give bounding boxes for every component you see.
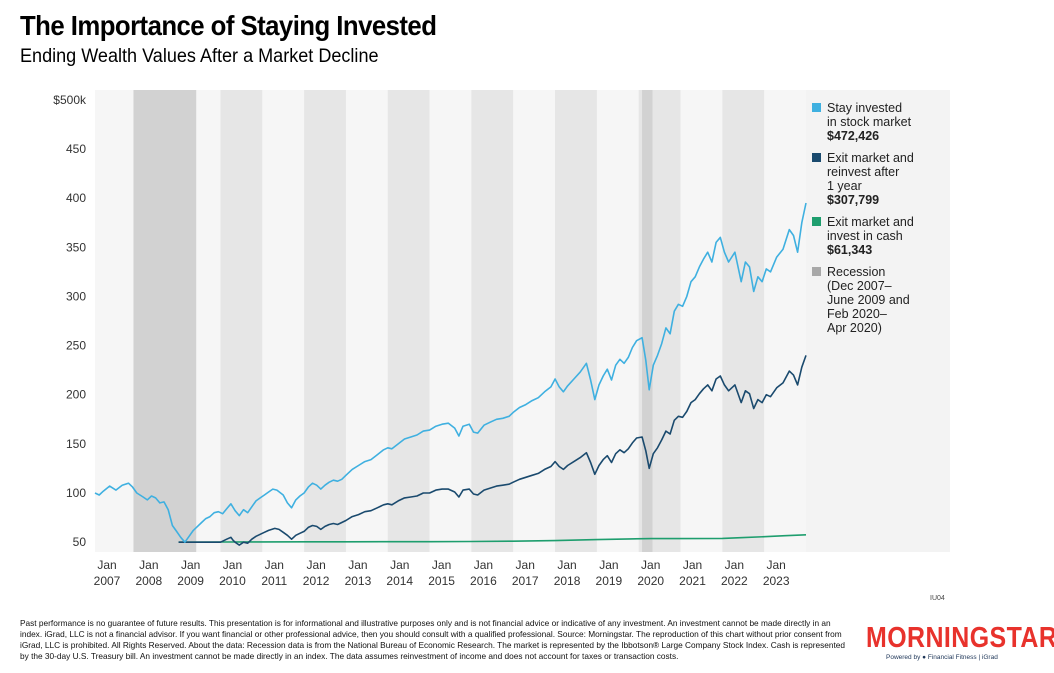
- legend-value: $472,426: [827, 129, 880, 143]
- year-band: [722, 90, 765, 552]
- series-line-exit-market-and-invest-in-cash: [178, 534, 807, 543]
- x-tick-label-year: 2022: [721, 574, 748, 588]
- x-tick-label-year: 2021: [679, 574, 706, 588]
- year-band: [555, 90, 597, 552]
- series-line-stay-invested-in-stock-market: [94, 202, 807, 543]
- x-tick-label-year: 2018: [554, 574, 581, 588]
- x-tick-label-month: Jan: [474, 558, 493, 572]
- y-tick-label: 100: [66, 486, 86, 500]
- y-tick-label: 400: [66, 191, 86, 205]
- x-tick-label-month: Jan: [516, 558, 535, 572]
- y-tick-label: 450: [66, 142, 86, 156]
- x-tick-label-month: Jan: [306, 558, 325, 572]
- x-tick-label-year: 2011: [261, 574, 287, 588]
- legend-swatch: [812, 267, 821, 276]
- legend-label: Recession (Dec 2007– June 2009 and Feb 2…: [827, 265, 910, 335]
- y-tick-label: 300: [66, 289, 86, 303]
- year-band: [429, 90, 472, 552]
- year-band: [471, 90, 514, 552]
- x-tick-label-year: 2013: [345, 574, 372, 588]
- x-tick-label-month: Jan: [139, 558, 158, 572]
- y-tick-label: 150: [66, 437, 86, 451]
- x-tick-label-year: 2020: [637, 574, 664, 588]
- year-band: [345, 90, 388, 552]
- x-axis: Jan 2007 Jan 2008 Jan 2009 Jan 2010 Jan 2011 Jan 20…: [94, 558, 790, 588]
- y-tick-label: 250: [66, 339, 86, 353]
- x-tick-label-year: 2009: [177, 574, 204, 588]
- legend-item: Exit market and invest in cash $61,343: [812, 215, 947, 257]
- legend: Stay invested in stock market $472,426 Exi…: [812, 101, 947, 343]
- legend-swatch: [812, 217, 821, 226]
- x-tick-label-year: 2015: [428, 574, 455, 588]
- disclaimer-text: Past performance is no guarantee of futu…: [20, 618, 846, 661]
- brand-powered-by: Powered by ● Financial Fitness | iGrad: [886, 654, 998, 661]
- year-bands: [95, 90, 806, 552]
- x-tick-label-month: Jan: [97, 558, 116, 572]
- x-tick-label-month: Jan: [725, 558, 744, 572]
- y-tick-label: 350: [66, 240, 86, 254]
- year-band: [513, 90, 556, 552]
- legend-swatch: [812, 103, 821, 112]
- year-band: [95, 90, 137, 552]
- year-band: [680, 90, 723, 552]
- y-tick-label: 200: [66, 388, 86, 402]
- legend-swatch: [812, 153, 821, 162]
- x-tick-label-year: 2019: [596, 574, 623, 588]
- legend-value: $307,799: [827, 193, 880, 207]
- year-band: [387, 90, 430, 552]
- recession-band: [133, 90, 197, 552]
- x-tick-label-year: 2016: [470, 574, 497, 588]
- legend-label: Stay invested in stock market: [827, 101, 912, 129]
- x-tick-label-year: 2010: [219, 574, 246, 588]
- legend-label: Exit market and reinvest after 1 year: [827, 151, 914, 193]
- x-tick-label-month: Jan: [766, 558, 785, 572]
- x-tick-label-year: 2014: [386, 574, 413, 588]
- year-band: [304, 90, 346, 552]
- x-tick-label-month: Jan: [641, 558, 660, 572]
- x-tick-label-month: Jan: [181, 558, 200, 572]
- legend-item: Stay invested in stock market $472,426: [812, 101, 947, 143]
- y-tick-label: $500k: [53, 93, 87, 107]
- recession-band: [642, 90, 653, 552]
- year-band: [262, 90, 305, 552]
- year-band: [764, 90, 806, 552]
- legend-label: Exit market and invest in cash: [827, 215, 914, 243]
- x-tick-label-year: 2008: [135, 574, 162, 588]
- x-tick-label-year: 2023: [763, 574, 790, 588]
- recession-bands: [133, 90, 653, 552]
- x-tick-label-year: 2007: [94, 574, 121, 588]
- x-tick-label-month: Jan: [432, 558, 451, 572]
- x-tick-label-year: 2012: [303, 574, 330, 588]
- chart-code: IU04: [930, 595, 945, 602]
- year-band: [220, 90, 263, 552]
- series-lines: [94, 202, 807, 546]
- x-tick-label-year: 2017: [512, 574, 539, 588]
- x-tick-label-month: Jan: [390, 558, 409, 572]
- page-subtitle: Ending Wealth Values After a Market Decl…: [20, 46, 379, 67]
- y-tick-label: 50: [73, 535, 87, 549]
- legend-value: $61,343: [827, 243, 873, 257]
- legend-item: Exit market and reinvest after 1 year $30…: [812, 151, 947, 207]
- page-title: The Importance of Staying Invested: [20, 10, 437, 41]
- x-tick-label-month: Jan: [557, 558, 576, 572]
- x-tick-label-month: Jan: [348, 558, 367, 572]
- morningstar-brand: MORNINGSTAR® Powered by ● Financial Fitn…: [866, 622, 1054, 668]
- x-tick-label-month: Jan: [223, 558, 242, 572]
- x-tick-label-month: Jan: [265, 558, 284, 572]
- x-tick-label-month: Jan: [599, 558, 618, 572]
- y-axis: $500k 450 400 350 300 250 200 150 100 50: [53, 93, 87, 549]
- x-tick-label-month: Jan: [683, 558, 702, 572]
- year-band: [596, 90, 639, 552]
- morningstar-logo: MORNINGSTAR®: [866, 622, 1054, 654]
- legend-item: Recession (Dec 2007– June 2009 and Feb 2…: [812, 265, 947, 335]
- series-line-exit-market-and-reinvest-after-1-year: [178, 355, 807, 546]
